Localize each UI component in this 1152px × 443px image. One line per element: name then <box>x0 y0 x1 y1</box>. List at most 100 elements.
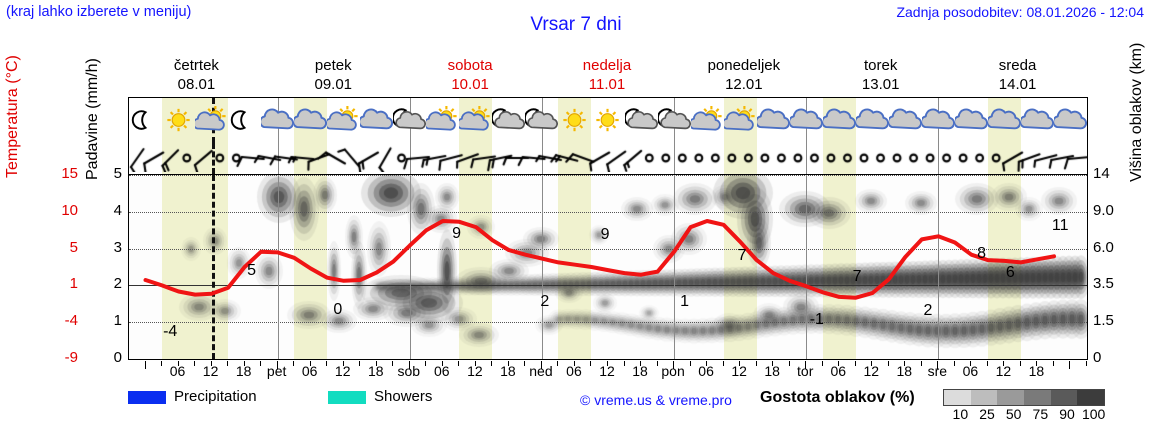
scale-step <box>997 390 1025 405</box>
day-name: ponedeljek <box>707 57 781 74</box>
sun-cloud-icon <box>723 104 757 138</box>
day-name: sobota <box>447 57 493 74</box>
temperature-value-label: 8 <box>977 245 987 263</box>
cloud-icon <box>954 104 988 138</box>
cloud-icon <box>294 104 328 138</box>
cloudheight-tick: 14 <box>1093 165 1110 182</box>
temperature-value-label: 0 <box>333 301 343 319</box>
cloudheight-tick: 3.5 <box>1093 275 1114 293</box>
day-header-7: sreda 14.01 <box>949 56 1086 94</box>
temperature-value-label: 9 <box>452 224 462 242</box>
cloudheight-tick: 6.0 <box>1093 238 1114 256</box>
temperature-value-label: 1 <box>680 292 690 310</box>
precipitation-swatch <box>128 391 166 404</box>
time-tick <box>1036 361 1038 366</box>
time-label: pet <box>266 363 287 379</box>
time-tick <box>326 361 328 366</box>
zero-degree-line <box>129 285 1087 287</box>
time-label: pon <box>661 363 685 379</box>
time-tick <box>706 361 708 366</box>
cloudheight-tick: 9.0 <box>1093 201 1114 219</box>
temperature-tick: 1 <box>69 275 78 293</box>
temperature-value-label: 5 <box>247 261 257 279</box>
wind-barbs <box>129 143 1087 172</box>
time-tick <box>260 361 262 366</box>
scale-step <box>1050 390 1078 405</box>
scale-step <box>1024 390 1051 405</box>
time-tick <box>623 361 625 366</box>
time-tick <box>970 361 972 366</box>
time-tick <box>838 361 840 366</box>
time-label: sre <box>927 363 948 379</box>
time-label: sob <box>397 363 421 379</box>
precipitation-tick: 1 <box>113 312 122 330</box>
time-tick <box>854 361 856 366</box>
cloud-density-scalebar <box>943 389 1105 406</box>
time-tick <box>573 361 575 366</box>
precipitation-label: Precipitation <box>174 388 257 405</box>
temperature-value-label: -4 <box>163 323 178 341</box>
time-label: 18 <box>632 363 648 379</box>
cloud-density-scale-numbers: 10 25 50 75 90 100 <box>935 406 1111 424</box>
day-separator <box>806 175 808 359</box>
day-date: 11.01 <box>588 76 626 93</box>
day-header-1: četrtek 08.01 <box>128 56 265 94</box>
day-date: 14.01 <box>998 76 1037 93</box>
time-tick <box>1069 361 1071 369</box>
time-label: 12 <box>731 363 747 379</box>
time-tick <box>144 361 146 369</box>
temperature-value-label: 7 <box>737 246 747 264</box>
time-label: 18 <box>764 363 780 379</box>
scale-number: 100 <box>1081 406 1106 422</box>
cloud-icon <box>261 104 295 138</box>
scale-number: 90 <box>1059 406 1075 422</box>
gridline-horizontal <box>129 211 1087 213</box>
time-tick <box>821 361 823 366</box>
moon-cloud-icon <box>657 104 691 138</box>
day-separator <box>541 175 543 359</box>
sun-cloud-icon <box>690 104 724 138</box>
copyright-link[interactable]: © vreme.us & vreme.pro <box>580 392 732 408</box>
cloud-icon <box>987 104 1021 138</box>
sun-cloud-icon <box>195 104 228 138</box>
time-label: 12 <box>467 363 483 379</box>
time-label: 06 <box>169 363 186 379</box>
sun-icon <box>162 104 195 138</box>
scale-step <box>970 390 998 405</box>
temperature-value-label: 2 <box>923 302 933 320</box>
scale-step <box>1077 390 1105 405</box>
cloudheight-tick: 1.5 <box>1093 312 1114 330</box>
legend: Precipitation Showers © vreme.us & vreme… <box>128 388 1148 428</box>
time-label: 06 <box>830 363 847 379</box>
time-tick <box>871 361 873 366</box>
day-date: 12.01 <box>725 76 763 93</box>
time-tick <box>986 361 988 366</box>
time-tick <box>408 361 410 369</box>
temperature-value-label: 11 <box>1051 216 1069 234</box>
moon-cloud-icon <box>624 104 658 138</box>
moon-icon <box>228 104 261 138</box>
time-tick <box>805 361 807 369</box>
day-header-6: torek 13.01 <box>812 56 949 94</box>
showers-swatch <box>328 391 366 404</box>
day-header-row: četrtek 08.01 petek 09.01 sobota 10.01 nedelja… <box>128 56 1088 96</box>
weather-icon-band <box>128 97 1088 143</box>
day-date: 08.01 <box>177 76 216 93</box>
cloud-icon <box>789 104 823 138</box>
location-hint: (kraj lahko izberete v meniju) <box>6 4 192 20</box>
time-tick <box>210 361 212 366</box>
day-separator <box>277 175 279 359</box>
time-tick <box>309 361 311 366</box>
time-tick <box>474 361 476 366</box>
time-label: 18 <box>235 363 252 379</box>
day-date: 13.01 <box>861 76 900 93</box>
time-label: 06 <box>698 363 714 379</box>
time-tick <box>342 361 344 366</box>
temperature-value-label: 7 <box>852 268 862 286</box>
time-tick <box>375 361 377 366</box>
time-tick <box>524 361 526 366</box>
time-tick <box>673 361 675 369</box>
wind-barb-band <box>128 143 1088 174</box>
time-tick <box>755 361 757 366</box>
sun-icon <box>591 104 624 138</box>
